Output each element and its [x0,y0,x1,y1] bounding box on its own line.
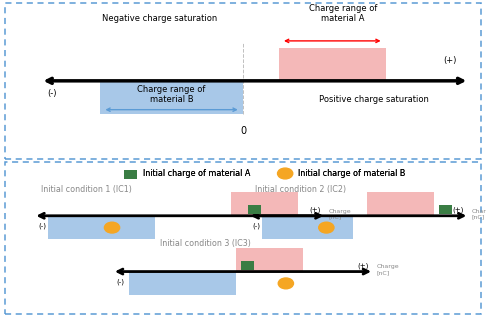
Text: Initial charge of material B: Initial charge of material B [298,169,405,178]
Text: Initial condition 3 (IC3): Initial condition 3 (IC3) [159,239,250,248]
Bar [236,248,302,272]
Text: (+): (+) [310,207,321,213]
Bar [248,205,261,214]
Text: Charge
[nC]: Charge [nC] [329,209,351,219]
Text: (+): (+) [444,56,457,65]
Text: Initial condition 1 (IC1): Initial condition 1 (IC1) [40,185,131,194]
Bar [100,81,243,114]
Text: Charge
[nC]: Charge [nC] [471,209,486,219]
Text: Initial charge of material A: Initial charge of material A [143,169,250,178]
Circle shape [278,278,294,289]
Circle shape [319,222,334,233]
Text: Initial charge of material B: Initial charge of material B [298,169,405,178]
Text: (-): (-) [38,223,46,229]
Bar [129,272,236,295]
Text: (+): (+) [357,262,369,269]
Bar [367,192,434,216]
Text: Negative charge saturation: Negative charge saturation [102,14,217,23]
Text: (+): (+) [452,207,464,213]
Text: (-): (-) [48,89,57,98]
Bar [231,192,298,216]
Text: Positive charge saturation: Positive charge saturation [319,95,429,104]
Bar [48,216,155,239]
Bar [278,48,386,81]
Bar [262,216,352,239]
Text: Initial charge of material A: Initial charge of material A [143,169,250,178]
Text: (-): (-) [117,278,125,285]
Bar [241,261,254,270]
Text: Charge
[nC]: Charge [nC] [376,264,399,275]
Bar [439,205,452,214]
Bar [124,170,137,179]
Text: 0: 0 [240,126,246,136]
Text: Initial condition 2 (IC2): Initial condition 2 (IC2) [255,185,346,194]
Text: Charge range of
material A: Charge range of material A [309,3,377,23]
Text: Charge range of
material B: Charge range of material B [138,85,206,104]
Circle shape [104,222,120,233]
Text: (-): (-) [253,223,260,229]
Circle shape [278,168,293,179]
